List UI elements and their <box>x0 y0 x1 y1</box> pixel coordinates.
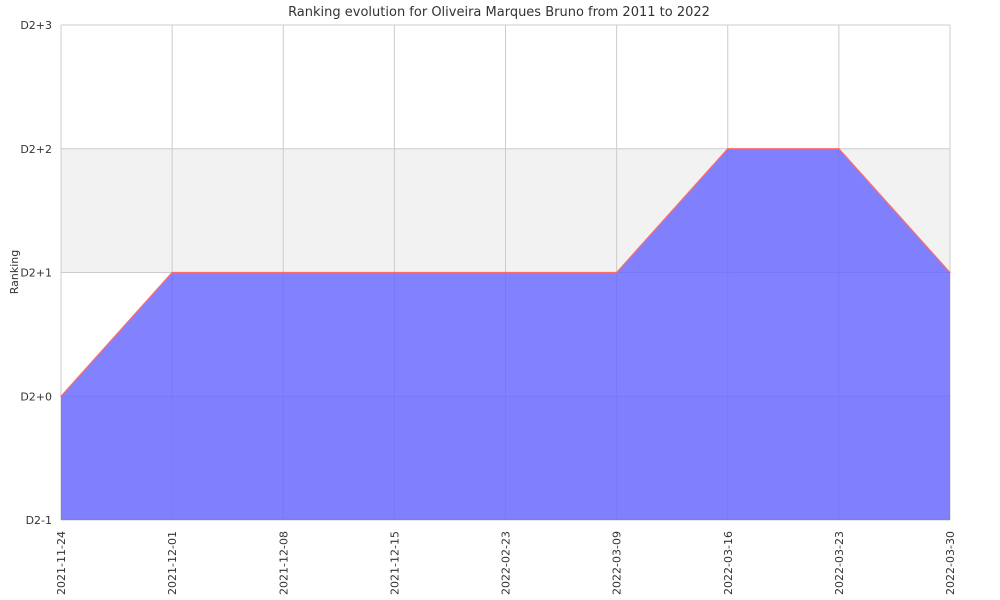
data-point <box>504 271 507 274</box>
y-tick-label: D2+2 <box>20 143 52 156</box>
x-tick-label: 2022-03-09 <box>611 531 624 595</box>
y-tick-label: D2+0 <box>20 390 52 403</box>
y-tick-label: D2+3 <box>20 19 52 32</box>
data-point <box>171 271 173 274</box>
x-tick-label: 2022-02-23 <box>500 531 513 595</box>
chart-title: Ranking evolution for Oliveira Marques B… <box>288 5 710 20</box>
x-tick-label: 2021-11-24 <box>55 531 68 595</box>
data-point <box>282 271 285 274</box>
data-point <box>60 395 62 398</box>
data-point <box>726 147 729 150</box>
x-axis-ticks: 2021-11-24 2021-12-01 2021-12-08 2021-12-15… <box>55 531 957 595</box>
data-point <box>615 271 618 274</box>
x-tick-label: 2021-12-15 <box>388 531 401 595</box>
data-point <box>949 271 951 274</box>
data-point <box>393 271 396 274</box>
x-tick-label: 2022-03-30 <box>944 531 957 595</box>
y-axis-ticks: D2-1 D2+0 D2+1 D2+2 D2+3 <box>20 19 52 527</box>
x-tick-label: 2022-03-23 <box>833 531 846 595</box>
y-tick-label: D2+1 <box>20 267 52 280</box>
x-tick-label: 2022-03-16 <box>722 531 735 595</box>
series-area-fill <box>61 148 950 520</box>
data-point <box>838 147 840 150</box>
y-tick-label: D2-1 <box>26 514 52 527</box>
x-tick-label: 2021-12-08 <box>277 531 290 595</box>
y-axis-label: Ranking <box>8 250 21 295</box>
x-tick-label: 2021-12-01 <box>166 531 179 595</box>
series-area <box>60 147 951 520</box>
